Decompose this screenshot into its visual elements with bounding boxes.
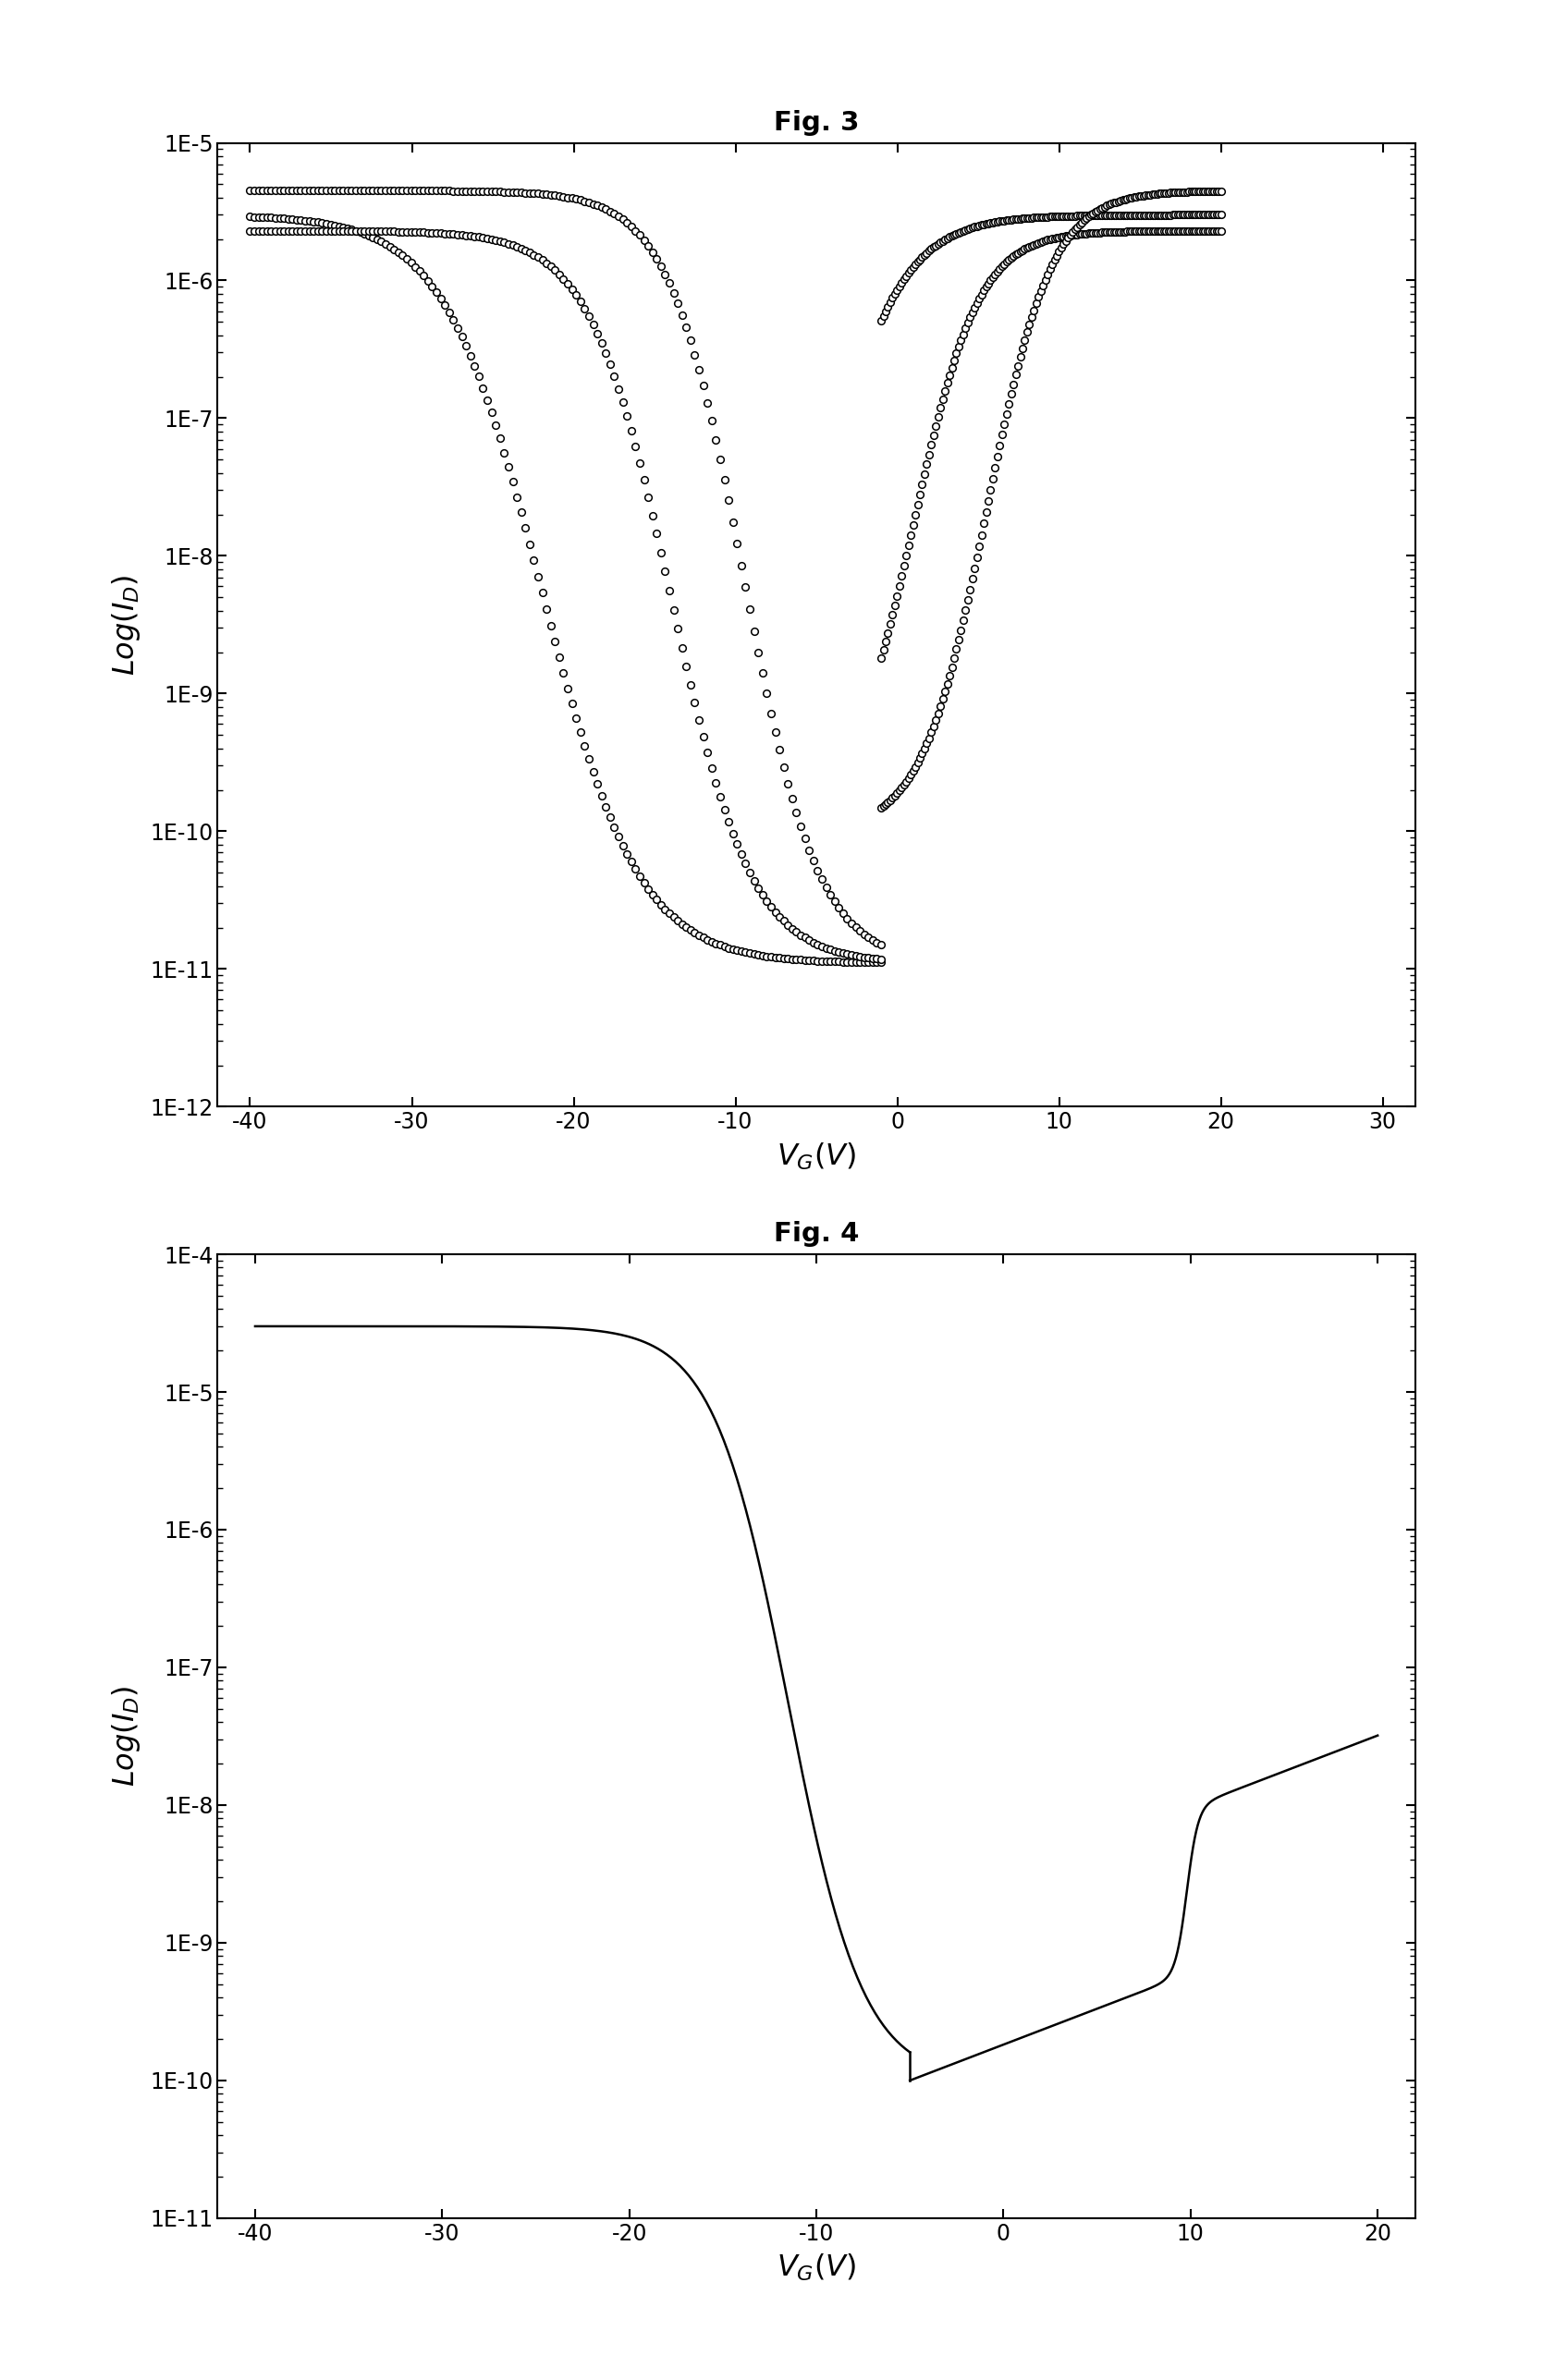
X-axis label: $V_G(V)$: $V_G(V)$: [776, 2251, 857, 2282]
Y-axis label: $Log(I_D)$: $Log(I_D)$: [110, 574, 143, 676]
X-axis label: $V_G(V)$: $V_G(V)$: [776, 1140, 857, 1171]
Y-axis label: $Log(I_D)$: $Log(I_D)$: [110, 1685, 143, 1787]
Title: Fig. 4: Fig. 4: [774, 1221, 858, 1247]
Title: Fig. 3: Fig. 3: [774, 109, 858, 136]
